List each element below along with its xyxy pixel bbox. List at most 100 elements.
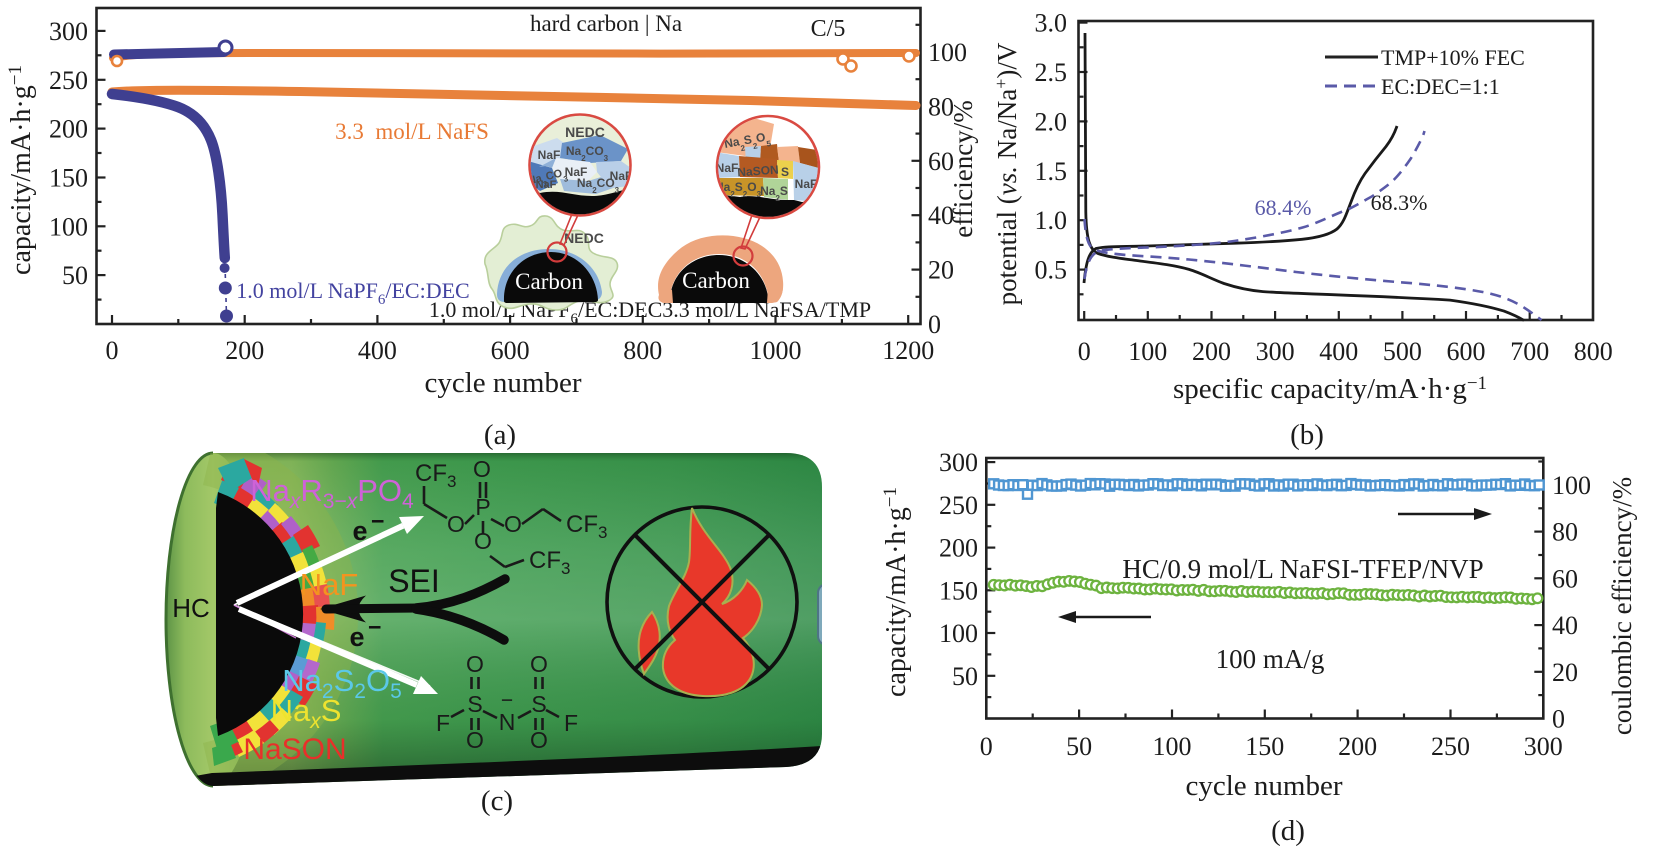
- svg-text:100: 100: [49, 212, 88, 241]
- svg-text:F: F: [564, 710, 578, 736]
- svg-text:800: 800: [1574, 337, 1613, 366]
- svg-text:50: 50: [952, 662, 978, 691]
- svg-text:40: 40: [1552, 611, 1578, 640]
- svg-text:60: 60: [928, 147, 954, 176]
- svg-text:EC:DEC=1:1: EC:DEC=1:1: [1381, 74, 1500, 99]
- svg-text:50: 50: [1066, 732, 1092, 761]
- svg-text:600: 600: [491, 336, 530, 365]
- svg-text:1.0: 1.0: [1035, 206, 1068, 235]
- svg-text:150: 150: [939, 576, 978, 605]
- svg-text:20: 20: [928, 256, 954, 285]
- svg-text:100: 100: [1153, 732, 1192, 761]
- svg-text:200: 200: [1192, 337, 1231, 366]
- svg-text:800: 800: [623, 336, 662, 365]
- svg-text:efficiency/%: efficiency/%: [948, 100, 978, 237]
- svg-text:0.5: 0.5: [1035, 256, 1068, 285]
- svg-text:specific capacity/mA·h·g−1​: specific capacity/mA·h·g−1​: [1173, 373, 1487, 405]
- svg-text:O: O: [466, 651, 484, 677]
- svg-text:(d): (d): [1271, 815, 1305, 846]
- svg-text:250: 250: [1431, 732, 1470, 761]
- svg-text:100: 100: [928, 38, 967, 67]
- svg-text:−: −: [501, 689, 513, 712]
- svg-text:O: O: [474, 528, 492, 554]
- svg-text:O: O: [504, 511, 522, 537]
- svg-text:NEDC: NEDC: [564, 230, 604, 246]
- svg-text:40: 40: [928, 201, 954, 230]
- svg-text:capacity/mA·h·g−1​: capacity/mA·h·g−1​: [5, 65, 37, 275]
- svg-text:300: 300: [939, 448, 978, 477]
- svg-text:SEI: SEI: [388, 563, 440, 599]
- svg-text:−: −: [368, 614, 381, 640]
- svg-text:S: S: [781, 165, 789, 179]
- svg-text:100: 100: [939, 619, 978, 648]
- svg-text:S: S: [467, 691, 482, 717]
- svg-text:300: 300: [1256, 337, 1295, 366]
- svg-text:200: 200: [49, 115, 88, 144]
- svg-text:0: 0: [928, 310, 941, 339]
- svg-text:(a): (a): [484, 419, 516, 451]
- svg-text:300: 300: [49, 17, 88, 46]
- svg-text:hard carbon | Na: hard carbon | Na: [530, 11, 682, 36]
- svg-text:NaF: NaF: [300, 567, 359, 602]
- svg-text:150: 150: [1245, 732, 1284, 761]
- svg-text:80: 80: [1552, 518, 1578, 547]
- svg-text:2.0: 2.0: [1035, 107, 1068, 136]
- svg-text:3.0: 3.0: [1035, 9, 1068, 38]
- svg-text:−: −: [371, 508, 384, 534]
- svg-text:250: 250: [939, 491, 978, 520]
- svg-text:68.3%: 68.3%: [1371, 190, 1428, 215]
- svg-text:200: 200: [225, 336, 264, 365]
- svg-text:cycle number: cycle number: [1185, 770, 1342, 802]
- svg-text:NaF: NaF: [536, 179, 557, 191]
- svg-text:O: O: [466, 727, 484, 753]
- svg-text:600: 600: [1447, 337, 1486, 366]
- svg-text:NaF: NaF: [565, 165, 588, 179]
- svg-text:O: O: [473, 456, 491, 482]
- svg-text:100 mA/g: 100 mA/g: [1216, 644, 1325, 674]
- svg-text:NaSON: NaSON: [243, 733, 346, 766]
- svg-text:NEDC: NEDC: [565, 124, 605, 140]
- svg-text:Carbon: Carbon: [515, 269, 583, 294]
- svg-text:1.0 mol/L NaPF6​/EC:DEC3.3 mol: 1.0 mol/L NaPF6​/EC:DEC3.3 mol/L NaFSA/T…: [429, 297, 871, 327]
- svg-text:700: 700: [1510, 337, 1549, 366]
- svg-text:3.3 mol/L NaFS: 3.3 mol/L NaFS: [335, 119, 489, 144]
- svg-text:Na2S2O5: Na2S2O5: [282, 663, 402, 703]
- svg-text:NaF: NaF: [795, 177, 818, 191]
- svg-text:NaF: NaF: [716, 161, 739, 175]
- svg-text:HC: HC: [172, 593, 210, 623]
- svg-text:HC/0.9 mol/L NaFSI-TFEP/NVP: HC/0.9 mol/L NaFSI-TFEP/NVP: [1122, 554, 1483, 584]
- svg-text:O: O: [530, 727, 548, 753]
- svg-text:capacity/mA·h·g−1​: capacity/mA·h·g−1​: [880, 487, 912, 697]
- svg-text:(c): (c): [481, 785, 513, 817]
- svg-text:S: S: [531, 691, 546, 717]
- svg-text:cycle number: cycle number: [424, 367, 581, 399]
- svg-text:2.5: 2.5: [1035, 58, 1068, 87]
- svg-text:e: e: [352, 516, 367, 546]
- svg-text:potential (vs. Na/Na+​)/V: potential (vs. Na/Na+​)/V: [991, 42, 1022, 305]
- svg-text:500: 500: [1383, 337, 1422, 366]
- svg-text:200: 200: [1338, 732, 1377, 761]
- svg-text:100: 100: [1128, 337, 1167, 366]
- svg-text:O: O: [530, 651, 548, 677]
- svg-text:400: 400: [358, 336, 397, 365]
- svg-text:1000: 1000: [750, 336, 802, 365]
- svg-text:C/5: C/5: [811, 16, 846, 42]
- svg-text:150: 150: [49, 164, 88, 193]
- svg-text:O: O: [447, 511, 465, 537]
- svg-text:200: 200: [939, 534, 978, 563]
- svg-text:400: 400: [1319, 337, 1358, 366]
- svg-text:N: N: [499, 709, 516, 735]
- svg-text:0: 0: [1552, 705, 1565, 734]
- svg-text:Carbon: Carbon: [682, 268, 750, 293]
- svg-text:(b): (b): [1290, 419, 1324, 451]
- svg-text:50: 50: [62, 261, 88, 290]
- svg-text:NaxS: NaxS: [271, 693, 342, 733]
- svg-text:100: 100: [1552, 471, 1591, 500]
- svg-text:NaF: NaF: [610, 169, 633, 183]
- svg-text:80: 80: [928, 92, 954, 121]
- svg-text:NaF: NaF: [538, 148, 561, 162]
- svg-text:250: 250: [49, 66, 88, 95]
- svg-text:TMP+10% FEC: TMP+10% FEC: [1381, 45, 1525, 70]
- svg-text:0: 0: [106, 336, 119, 365]
- svg-text:NaxR3−xPO4: NaxR3−xPO4: [250, 473, 414, 513]
